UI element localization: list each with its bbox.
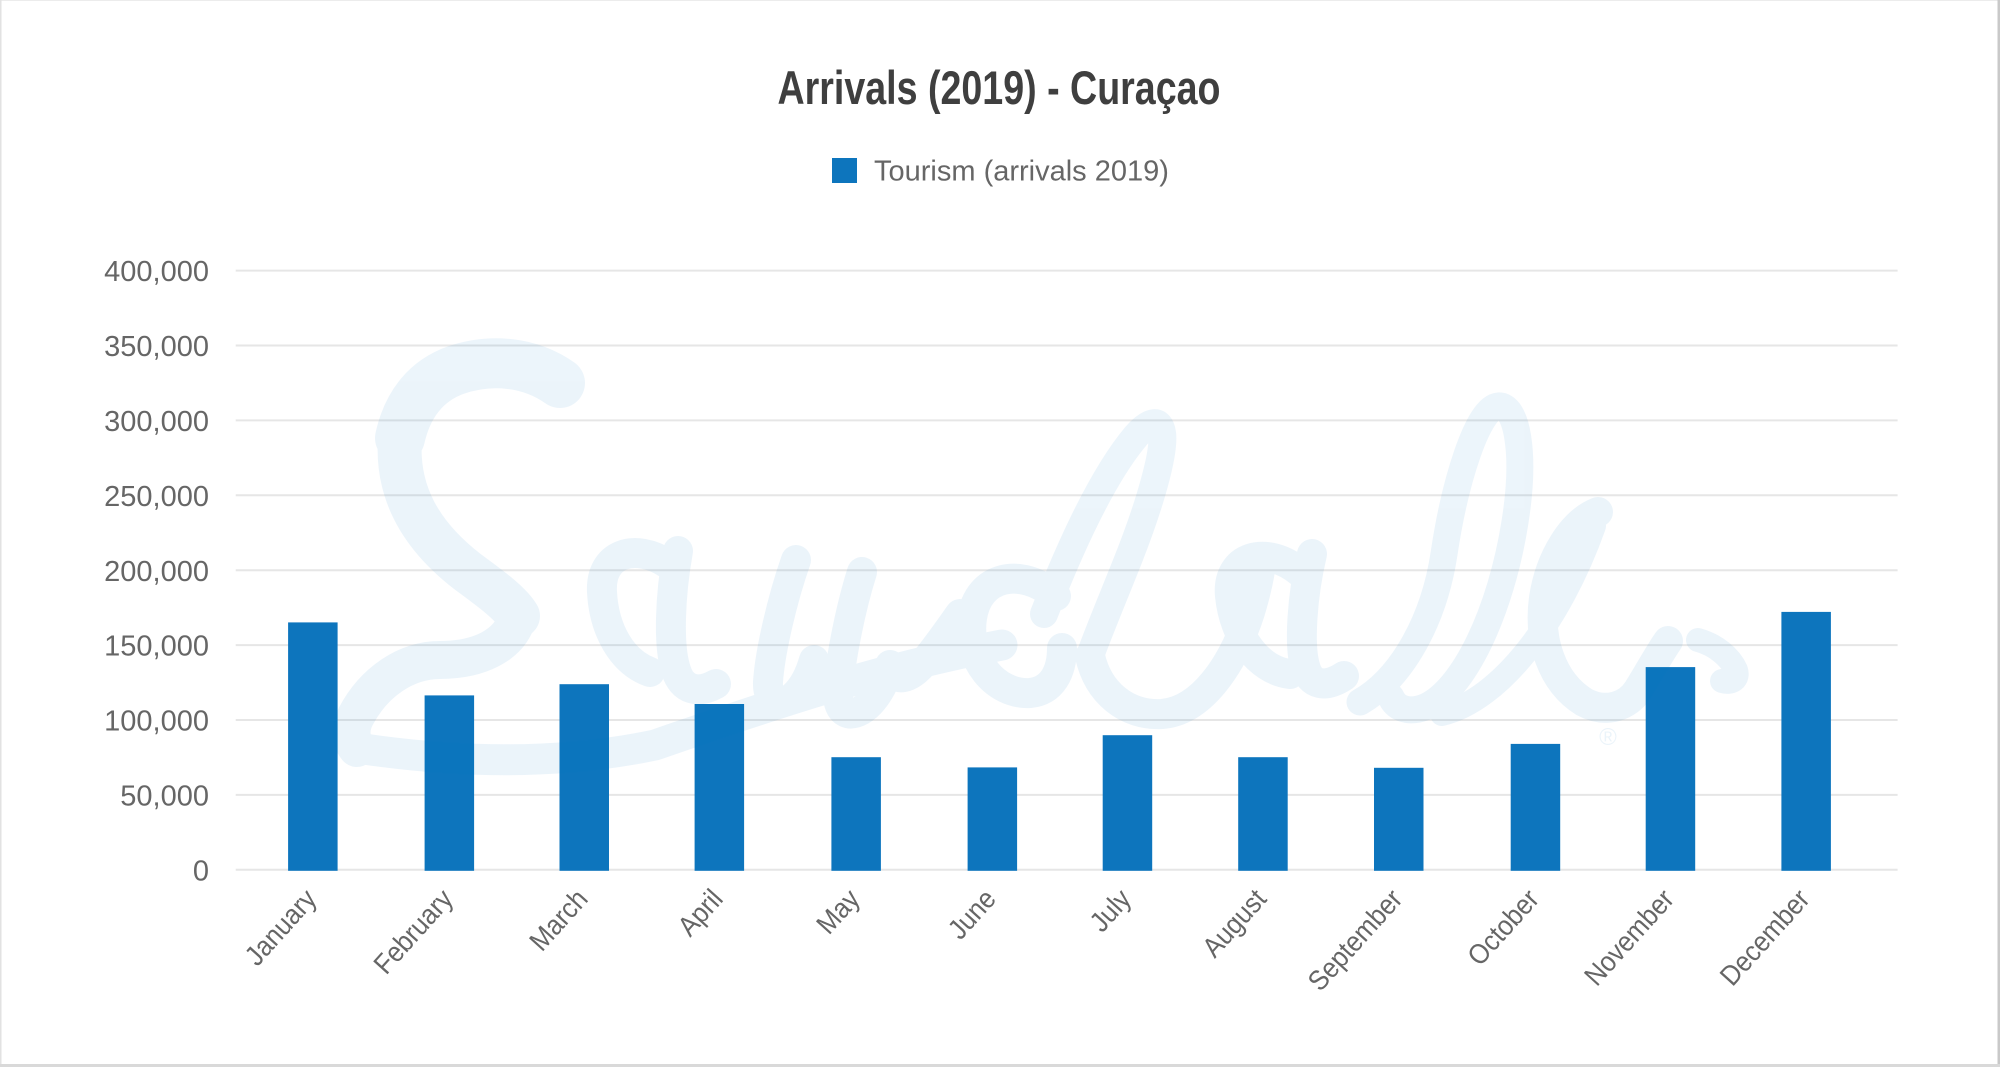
svg-text:300,000: 300,000 (104, 406, 209, 438)
svg-text:50,000: 50,000 (120, 781, 209, 813)
svg-text:150,000: 150,000 (104, 631, 209, 663)
svg-text:100,000: 100,000 (104, 706, 209, 738)
svg-text:March: March (523, 883, 593, 956)
svg-text:December: December (1714, 883, 1816, 991)
svg-text:Tourism (arrivals 2019): Tourism (arrivals 2019) (874, 156, 1169, 188)
svg-text:200,000: 200,000 (104, 556, 209, 588)
svg-text:January: January (239, 883, 323, 971)
svg-text:May: May (810, 883, 865, 939)
svg-text:350,000: 350,000 (104, 331, 209, 363)
svg-text:0: 0 (193, 855, 209, 887)
svg-text:September: September (1302, 883, 1408, 996)
svg-text:250,000: 250,000 (104, 481, 209, 513)
svg-text:February: February (368, 883, 459, 979)
svg-text:Arrivals (2019) - Curaçao: Arrivals (2019) - Curaçao (778, 61, 1221, 114)
svg-text:April: April (672, 883, 729, 942)
svg-text:August: August (1196, 883, 1272, 963)
svg-text:October: October (1461, 883, 1545, 971)
svg-text:November: November (1578, 883, 1680, 991)
svg-text:July: July (1084, 883, 1137, 937)
svg-text:June: June (942, 883, 1002, 945)
svg-text:400,000: 400,000 (104, 256, 209, 288)
svg-text:®: ® (1599, 724, 1617, 751)
